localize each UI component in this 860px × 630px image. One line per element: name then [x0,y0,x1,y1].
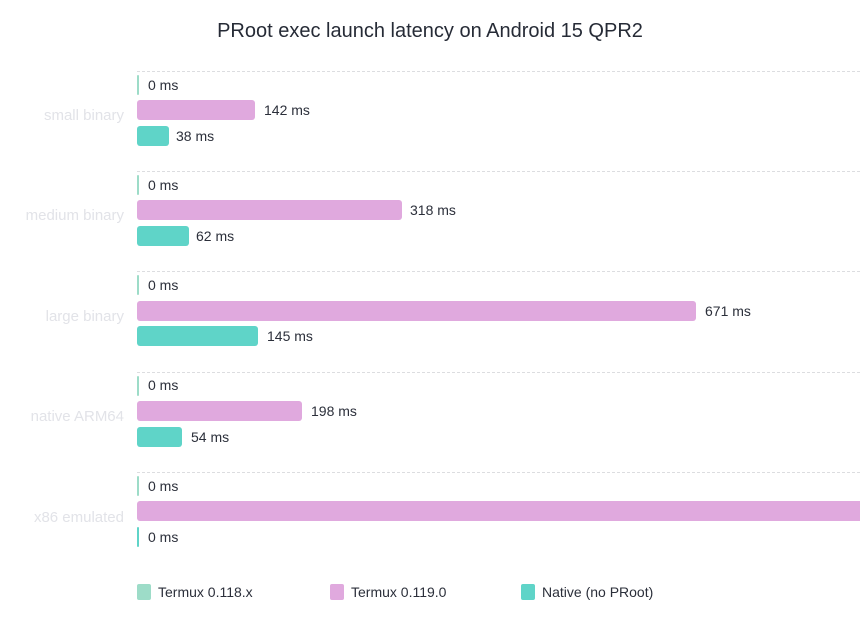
bar-native[interactable] [137,427,182,447]
legend-swatch [330,584,344,600]
value-label: 145 ms [267,328,313,344]
legend-item-termux-0119[interactable]: Termux 0.119.0 [330,584,446,600]
value-label: 671 ms [705,303,751,319]
group-separator [137,271,860,272]
chart-title: PRoot exec launch latency on Android 15 … [217,20,643,42]
bar-termux-0119[interactable] [137,401,302,421]
group-separator [137,372,860,373]
value-label: 62 ms [196,228,235,244]
bar-termux-0119[interactable] [137,200,402,220]
category-label: medium binary [25,207,124,224]
bar-native[interactable] [137,126,169,146]
category-label: small binary [43,107,124,124]
value-label: 0 ms [148,77,179,93]
bar-termux-0119-clipped[interactable] [137,501,860,521]
legend-label: Native (no PRoot) [542,584,654,600]
legend-label: Termux 0.119.0 [351,584,447,600]
bar-termux-0118[interactable] [137,376,139,396]
legend: Termux 0.118.x Termux 0.119.0 Native (no… [0,584,860,604]
bar-termux-0118[interactable] [137,275,139,295]
category-label: x86 emulated [33,509,124,526]
value-label: 0 ms [148,377,179,393]
bar-termux-0119[interactable] [137,100,255,120]
legend-label: Termux 0.118.x [158,584,253,600]
value-label: 0 ms [148,177,179,193]
bar-termux-0118[interactable] [137,75,139,95]
group-separator [137,71,860,72]
value-label: 54 ms [191,429,230,445]
value-label: 0 ms [148,277,179,293]
bar-termux-0119[interactable] [137,301,696,321]
bar-native[interactable] [137,326,258,346]
legend-swatch [137,584,151,600]
value-label: 0 ms [148,478,179,494]
value-label: 198 ms [311,403,357,419]
category-label: large binary [45,308,124,325]
group-separator [137,472,860,473]
bar-native[interactable] [137,226,189,246]
bar-native[interactable] [137,527,139,547]
bar-termux-0118[interactable] [137,175,139,195]
legend-item-termux-0118[interactable]: Termux 0.118.x [137,584,253,600]
category-label: native ARM64 [30,408,124,425]
value-label: 142 ms [264,102,310,118]
value-label: 0 ms [148,529,179,545]
group-separator [137,171,860,172]
legend-item-native[interactable]: Native (no PRoot) [521,584,653,600]
bar-termux-0118[interactable] [137,476,139,496]
value-label: 38 ms [176,128,215,144]
legend-swatch [521,584,535,600]
value-label: 318 ms [410,202,456,218]
